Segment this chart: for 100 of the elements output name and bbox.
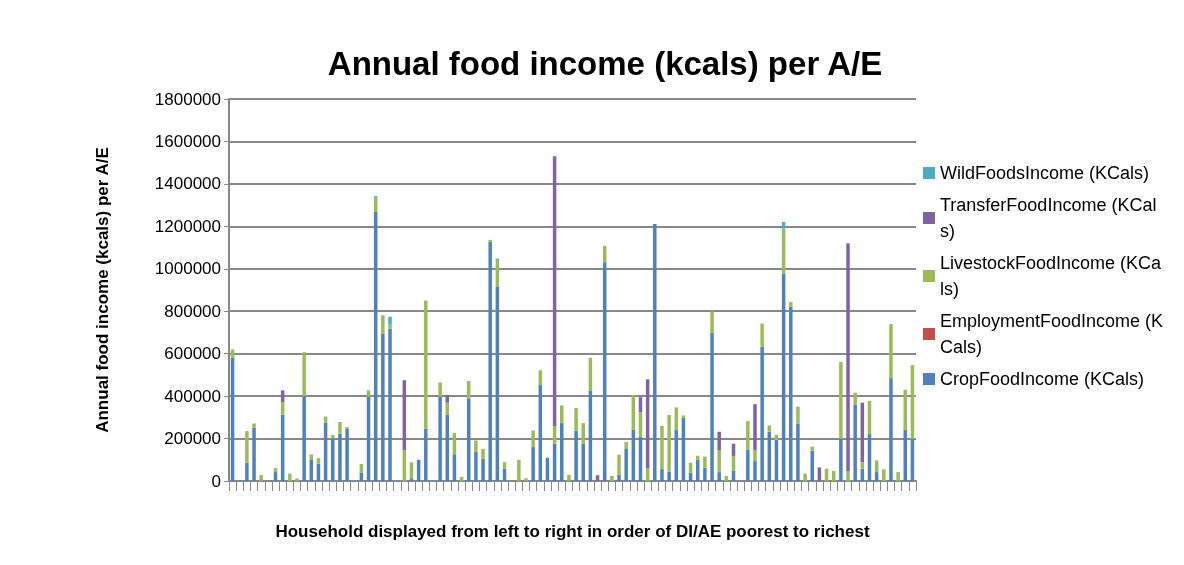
bar xyxy=(388,328,392,481)
y-axis-title: Annual food income (kcals) per A/E xyxy=(93,147,112,433)
bar xyxy=(259,475,263,481)
bar xyxy=(717,472,721,481)
bar xyxy=(796,423,800,481)
bar xyxy=(803,473,807,481)
bar xyxy=(488,241,492,481)
bar xyxy=(896,472,900,481)
bar xyxy=(574,408,578,431)
y-tick-label: 1200000 xyxy=(154,216,221,236)
bar xyxy=(839,361,843,439)
bar xyxy=(366,391,371,397)
bar xyxy=(345,428,349,481)
bar xyxy=(481,458,485,481)
y-tick-label: 1000000 xyxy=(154,259,221,279)
bar xyxy=(789,306,793,481)
bar xyxy=(667,471,671,481)
bar xyxy=(717,431,721,451)
legend-label: WildFoodsIncome (KCals) xyxy=(940,163,1150,183)
bar xyxy=(703,467,707,481)
bar xyxy=(746,450,750,481)
bar xyxy=(252,423,256,428)
bar xyxy=(531,447,535,481)
bar xyxy=(839,438,843,481)
bar xyxy=(796,406,800,424)
bar xyxy=(660,425,664,470)
bar xyxy=(789,302,793,307)
y-tick-label: 1800000 xyxy=(154,89,221,109)
bar xyxy=(717,450,721,473)
bar xyxy=(653,224,657,481)
bar xyxy=(703,456,707,468)
y-tick-label: 200000 xyxy=(164,429,221,449)
bar xyxy=(560,423,564,481)
y-tick-label: 0 xyxy=(211,471,221,491)
x-axis-title: Household displayed from left to right in order of DI/AE poorest to richest xyxy=(275,522,870,541)
bar xyxy=(667,415,671,472)
bar xyxy=(338,433,342,481)
bar xyxy=(753,450,757,462)
bar xyxy=(474,451,478,481)
bar xyxy=(810,450,814,481)
bar xyxy=(610,475,614,481)
bar xyxy=(681,415,686,418)
bar xyxy=(617,474,621,481)
bar xyxy=(295,478,299,481)
legend-label: EmploymentFoodIncome (KCals) xyxy=(940,311,1164,357)
bar xyxy=(760,323,764,347)
bar xyxy=(230,349,235,358)
bar xyxy=(359,464,364,473)
bar xyxy=(388,316,392,325)
bar xyxy=(424,428,428,481)
legend-label: CropFoodIncome (KCals) xyxy=(940,369,1145,389)
y-tick-label: 1600000 xyxy=(154,131,221,151)
bar xyxy=(624,448,628,481)
bar xyxy=(860,462,865,469)
bar xyxy=(481,448,485,459)
bar xyxy=(288,474,292,481)
bar xyxy=(331,438,335,481)
bar xyxy=(746,421,750,451)
bar xyxy=(381,315,385,334)
bar xyxy=(574,430,578,481)
bar xyxy=(409,478,414,481)
bar xyxy=(889,378,893,481)
bar xyxy=(753,404,757,451)
bar xyxy=(316,458,321,464)
bar xyxy=(381,333,385,481)
bar xyxy=(889,324,893,379)
bar xyxy=(245,431,249,463)
bar xyxy=(581,423,585,444)
bar xyxy=(760,346,764,481)
bar xyxy=(502,462,507,469)
bar xyxy=(424,300,428,429)
chart-title: Annual food income (kcals) per A/E xyxy=(327,45,883,82)
bar xyxy=(438,382,442,397)
bar xyxy=(531,430,535,448)
bar xyxy=(302,352,306,397)
bar xyxy=(753,461,757,481)
bar xyxy=(524,478,528,481)
bar xyxy=(846,243,850,472)
bar xyxy=(517,459,521,481)
bar xyxy=(560,405,564,424)
y-tick-label: 800000 xyxy=(164,301,221,321)
legend-label: TransferFoodIncome (KCals) xyxy=(940,195,1157,241)
bar xyxy=(338,422,342,434)
bar xyxy=(323,416,328,423)
bar xyxy=(581,443,585,481)
bar xyxy=(474,440,478,452)
bar xyxy=(567,475,571,481)
bar xyxy=(660,469,664,481)
bar xyxy=(710,311,714,333)
bar xyxy=(388,324,392,329)
bar xyxy=(810,446,814,451)
bar xyxy=(710,332,714,481)
y-tick-label: 1400000 xyxy=(154,174,221,194)
bar xyxy=(302,396,306,481)
bar xyxy=(853,405,857,481)
bar xyxy=(617,454,621,475)
bar xyxy=(882,469,886,481)
bar xyxy=(624,441,628,449)
bar xyxy=(846,471,850,481)
bar xyxy=(767,425,772,432)
